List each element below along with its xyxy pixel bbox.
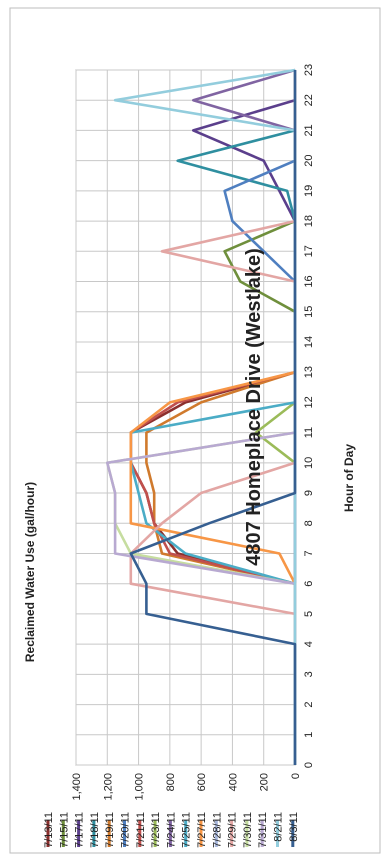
series-lines	[106, 68, 297, 765]
x-axis-label: Hour of Day	[342, 444, 356, 512]
x-tick-label: 18	[303, 215, 315, 227]
y-tick-label: 200	[259, 773, 271, 791]
legend-label: 7/27/11	[196, 812, 208, 848]
x-tick-label: 10	[303, 457, 315, 469]
legend-label: 7/18/11	[89, 812, 101, 848]
x-tick-label: 1	[303, 732, 315, 738]
x-tick-label: 14	[303, 336, 315, 348]
x-tick-label: 15	[303, 306, 315, 318]
plot-area	[75, 69, 296, 766]
x-tick-label: 7	[303, 550, 315, 556]
legend-label: 7/23/11	[150, 812, 162, 848]
x-tick-label: 8	[303, 520, 315, 526]
x-tick-label: 11	[303, 427, 315, 438]
x-tick-label: 9	[303, 490, 315, 496]
chart-title: 4807 Homeplace Drive (Westlake)	[243, 248, 265, 566]
x-tick-label: 20	[303, 155, 315, 167]
x-tick-label: 3	[303, 671, 315, 677]
legend-label: 7/24/11	[165, 812, 177, 848]
x-tick-label: 23	[303, 64, 315, 76]
x-tick-label: 0	[303, 762, 315, 768]
x-tick-label: 4	[303, 641, 315, 647]
legend-label: 7/31/11	[257, 812, 269, 848]
legend-label: 7/28/11	[211, 812, 223, 848]
x-tick-label: 17	[303, 245, 315, 257]
x-tick-label: 13	[303, 366, 315, 378]
legend-label: 8/2/11	[273, 812, 285, 842]
legend: 7/13/11 7/15/11 7/17/11 7/18/11 7/19/11 7/20/…	[43, 812, 300, 848]
series-line-17	[129, 70, 297, 765]
x-tick-label: 16	[303, 275, 315, 287]
legend-label: 8/3/11	[288, 812, 300, 842]
y-tick-label: 1,400	[71, 773, 83, 801]
y-axis-label: Reclaimed Water Use (gal/hour)	[23, 482, 37, 662]
legend-label: 7/21/11	[135, 812, 147, 848]
y-axis-ticks: 0 200 400 600 800 1,000 1,200 1,400	[71, 773, 302, 801]
y-tick-label: 400	[227, 773, 239, 791]
legend-label: 7/17/11	[74, 812, 86, 848]
x-tick-label: 2	[303, 702, 315, 708]
x-tick-label: 21	[303, 124, 315, 136]
y-tick-label: 1,000	[134, 773, 146, 801]
x-tick-label: 5	[303, 611, 315, 617]
y-tick-label: 1,200	[102, 773, 114, 801]
legend-label: 7/15/11	[58, 812, 70, 848]
x-tick-label: 12	[303, 396, 315, 408]
y-tick-label: 0	[290, 773, 302, 779]
y-tick-label: 600	[196, 773, 208, 791]
y-tick-label: 800	[165, 773, 177, 791]
legend-label: 7/29/11	[227, 812, 239, 848]
x-tick-label: 6	[303, 581, 315, 587]
legend-label: 7/19/11	[104, 812, 116, 848]
legend-label: 7/13/11	[43, 812, 55, 848]
chart-frame	[9, 7, 381, 854]
x-tick-label: 19	[303, 185, 315, 197]
x-tick-label: 22	[303, 94, 315, 106]
legend-label: 7/20/11	[120, 812, 132, 848]
legend-label: 7/25/11	[181, 812, 193, 848]
legend-label: 7/30/11	[242, 812, 254, 848]
